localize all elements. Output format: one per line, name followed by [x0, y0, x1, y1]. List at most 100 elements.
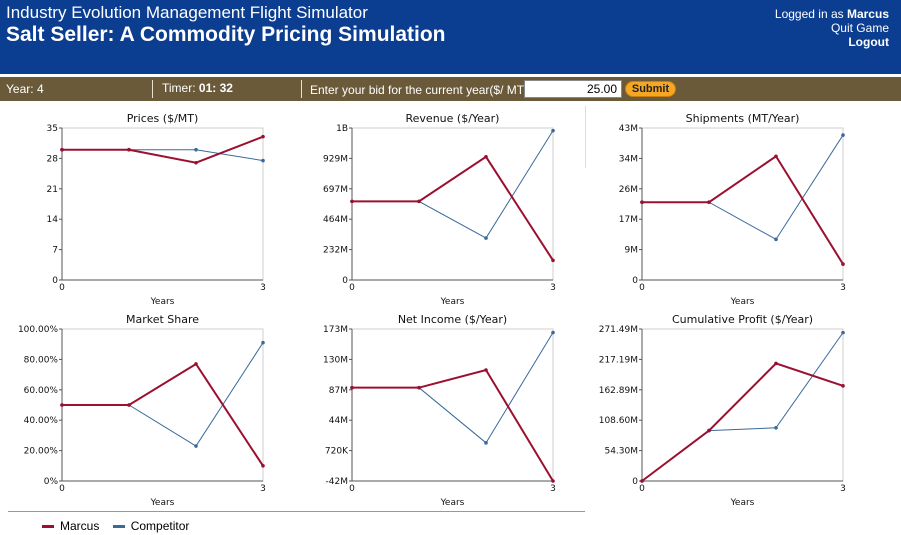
y-tick-label: 28 — [47, 154, 59, 164]
y-tick-label: 0 — [52, 276, 58, 286]
data-point-marcus — [640, 200, 644, 205]
logged-in-line: Logged in as Marcus — [775, 7, 889, 21]
y-tick-label: 0 — [632, 477, 638, 487]
data-point-marcus — [60, 147, 64, 152]
plot-frame — [641, 127, 844, 281]
data-point-marcus — [640, 479, 644, 483]
y-tick-label: 20.00% — [24, 447, 59, 457]
data-point-marcus — [261, 134, 265, 139]
game-title: Salt Seller: A Commodity Pricing Simulat… — [6, 23, 446, 46]
data-point-marcus — [127, 403, 131, 407]
y-tick-label: 217.19M — [599, 355, 638, 365]
y-tick-label: 9M — [625, 246, 639, 256]
data-point-marcus — [484, 155, 488, 159]
data-point-marcus — [484, 368, 488, 372]
y-tick-label: 35 — [47, 124, 58, 134]
x-axis-label: Years — [730, 498, 755, 508]
y-tick-label: 17M — [619, 215, 638, 225]
series-line-competitor — [352, 130, 554, 239]
data-point-marcus — [350, 385, 354, 390]
legend-item-competitor: Competitor — [112, 519, 190, 533]
series-line-marcus — [62, 135, 264, 164]
timer-seconds: 32 — [219, 81, 233, 95]
plot-frame — [61, 127, 264, 281]
data-point-competitor — [774, 237, 778, 242]
data-point-competitor — [194, 444, 198, 448]
bid-input[interactable] — [524, 80, 622, 98]
year-display: Year: 4 — [6, 82, 44, 96]
chart-title: Shipments (MT/Year) — [686, 112, 800, 125]
chart-revenue: Revenue ($/Year) 1B 929M 697M 464M 232M 0 0 3 Yea… — [290, 108, 580, 313]
chart-title: Prices ($/MT) — [127, 112, 199, 125]
data-point-marcus — [261, 464, 265, 468]
data-point-competitor — [841, 133, 845, 137]
y-tick-label: 43M — [619, 124, 638, 134]
data-point-competitor — [261, 158, 265, 163]
x-tick-label: 3 — [260, 484, 266, 494]
x-tick-label: 0 — [59, 283, 65, 293]
legend-item-marcus: Marcus — [42, 519, 99, 533]
y-tick-label: 464M — [323, 215, 348, 225]
data-point-competitor — [841, 330, 845, 335]
x-tick-label: 0 — [349, 283, 355, 293]
chart-shipments: Shipments (MT/Year) 43M 34M 26M 17M 9M 0 0 3 Year… — [580, 108, 870, 313]
y-tick-label: 108.60M — [599, 416, 638, 426]
legend: Marcus Competitor — [42, 519, 199, 533]
data-point-marcus — [60, 403, 64, 407]
y-tick-label: -42M — [326, 477, 348, 487]
y-tick-label: 173M — [323, 325, 348, 335]
y-tick-label: 929M — [323, 154, 348, 164]
data-point-marcus — [417, 199, 421, 204]
timer-separator: : — [212, 81, 217, 95]
series-line-competitor — [62, 342, 264, 447]
data-point-marcus — [841, 262, 845, 266]
data-point-competitor — [774, 426, 778, 430]
series-line-competitor — [642, 134, 844, 241]
username: Marcus — [846, 7, 889, 21]
legend-label: Competitor — [130, 519, 190, 533]
y-tick-label: 0% — [44, 477, 59, 487]
y-tick-label: 34M — [619, 154, 638, 164]
x-axis-label: Years — [440, 498, 465, 508]
x-tick-label: 3 — [550, 484, 556, 494]
plot-frame — [351, 127, 554, 281]
chart-svg: Cumulative Profit ($/Year) 271.49M 217.19M… — [599, 313, 846, 508]
logged-in-label: Logged in as — [774, 7, 847, 21]
data-point-marcus — [841, 384, 845, 388]
y-tick-label: 40.00% — [24, 416, 59, 426]
data-point-competitor — [484, 236, 488, 240]
x-tick-label: 3 — [840, 484, 846, 494]
data-point-competitor — [551, 330, 555, 335]
x-axis-label: Years — [730, 297, 755, 307]
y-tick-label: 0 — [342, 276, 348, 286]
timer-minutes: 01 — [198, 81, 213, 95]
series-line-marcus — [642, 154, 844, 265]
series-line-competitor — [62, 149, 264, 162]
x-tick-label: 0 — [639, 283, 645, 293]
chart-prices: Prices ($/MT) 35 28 21 14 7 0 0 3 Years — [0, 108, 290, 313]
x-tick-label: 0 — [639, 484, 645, 494]
series-line-marcus — [62, 362, 264, 467]
x-tick-label: 3 — [550, 283, 556, 293]
user-box: Logged in as Marcus Quit Game Logout — [775, 7, 889, 49]
chart-market-share: Market Share 100.00% 80.00% 60.00% 40.00% 20.… — [0, 309, 290, 514]
y-tick-label: 60.00% — [24, 386, 59, 396]
submit-button[interactable]: Submit — [625, 81, 676, 97]
year-value: 4 — [36, 82, 44, 96]
data-point-competitor — [261, 340, 265, 345]
y-tick-label: 87M — [329, 386, 348, 396]
y-tick-label: 271.49M — [599, 325, 638, 335]
data-point-marcus — [551, 479, 555, 483]
chart-title: Market Share — [126, 313, 199, 326]
y-tick-label: 130M — [323, 355, 348, 365]
data-point-marcus — [417, 385, 421, 390]
control-bar: Year: 4 Timer: 01: 32 Enter your bid for… — [0, 77, 901, 101]
series-line-marcus — [352, 155, 554, 261]
series-line-marcus — [352, 368, 554, 482]
divider — [301, 80, 302, 98]
chart-svg: Revenue ($/Year) 1B 929M 697M 464M 232M 00 3 Yea… — [323, 112, 556, 307]
y-tick-label: 14 — [47, 215, 59, 225]
quit-game-link[interactable]: Quit Game — [830, 21, 889, 35]
logout-link[interactable]: Logout — [848, 35, 889, 49]
data-point-competitor — [194, 147, 198, 152]
